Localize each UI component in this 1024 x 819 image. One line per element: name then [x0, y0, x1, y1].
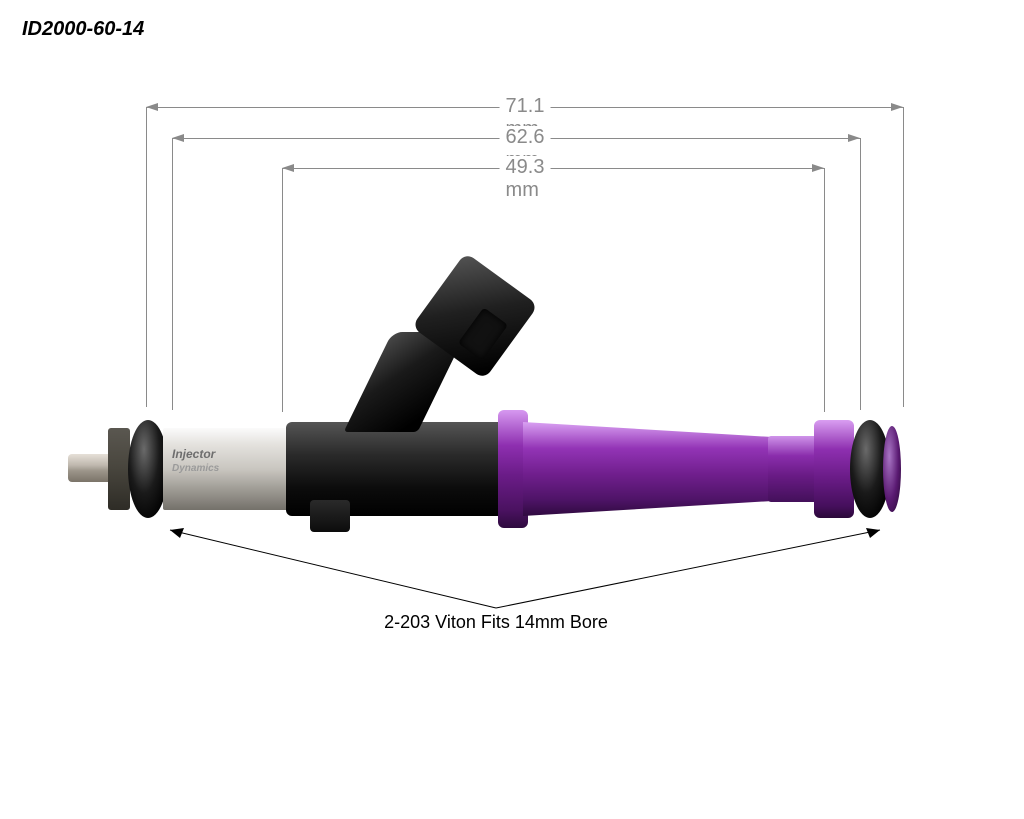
- left-oring: [128, 420, 168, 518]
- dim3-line: [282, 168, 824, 169]
- dim3-ext-right: [824, 168, 825, 412]
- dim2-ext-right: [860, 138, 861, 410]
- dim2-ext-left: [172, 138, 173, 410]
- part-number-title: ID2000-60-14: [22, 18, 144, 41]
- dim1-arrow-right: [891, 103, 903, 111]
- callout-label: 2-203 Viton Fits 14mm Bore: [384, 612, 608, 633]
- dim1-ext-left: [146, 107, 147, 407]
- brand-label: Injector Dynamics: [172, 448, 219, 474]
- injector-illustration: Injector Dynamics: [68, 390, 968, 560]
- dim2-arrow-left: [172, 134, 184, 142]
- purple-end-flange: [814, 420, 854, 518]
- injector-end-face: [883, 426, 901, 512]
- purple-body: [523, 422, 773, 516]
- dim2-arrow-right: [848, 134, 860, 142]
- brand-line1: Injector: [172, 447, 215, 461]
- dim1-ext-right: [903, 107, 904, 407]
- brand-line2: Dynamics: [172, 463, 219, 474]
- dim3-arrow-right: [812, 164, 824, 172]
- dim3-ext-left: [282, 168, 283, 412]
- dim3-arrow-left: [282, 164, 294, 172]
- dim3-label: 49.3 mm: [500, 156, 551, 202]
- purple-neck: [768, 436, 818, 502]
- injector-black-tab: [310, 500, 350, 532]
- dim1-arrow-left: [146, 103, 158, 111]
- injector-tip-flange: [108, 428, 130, 510]
